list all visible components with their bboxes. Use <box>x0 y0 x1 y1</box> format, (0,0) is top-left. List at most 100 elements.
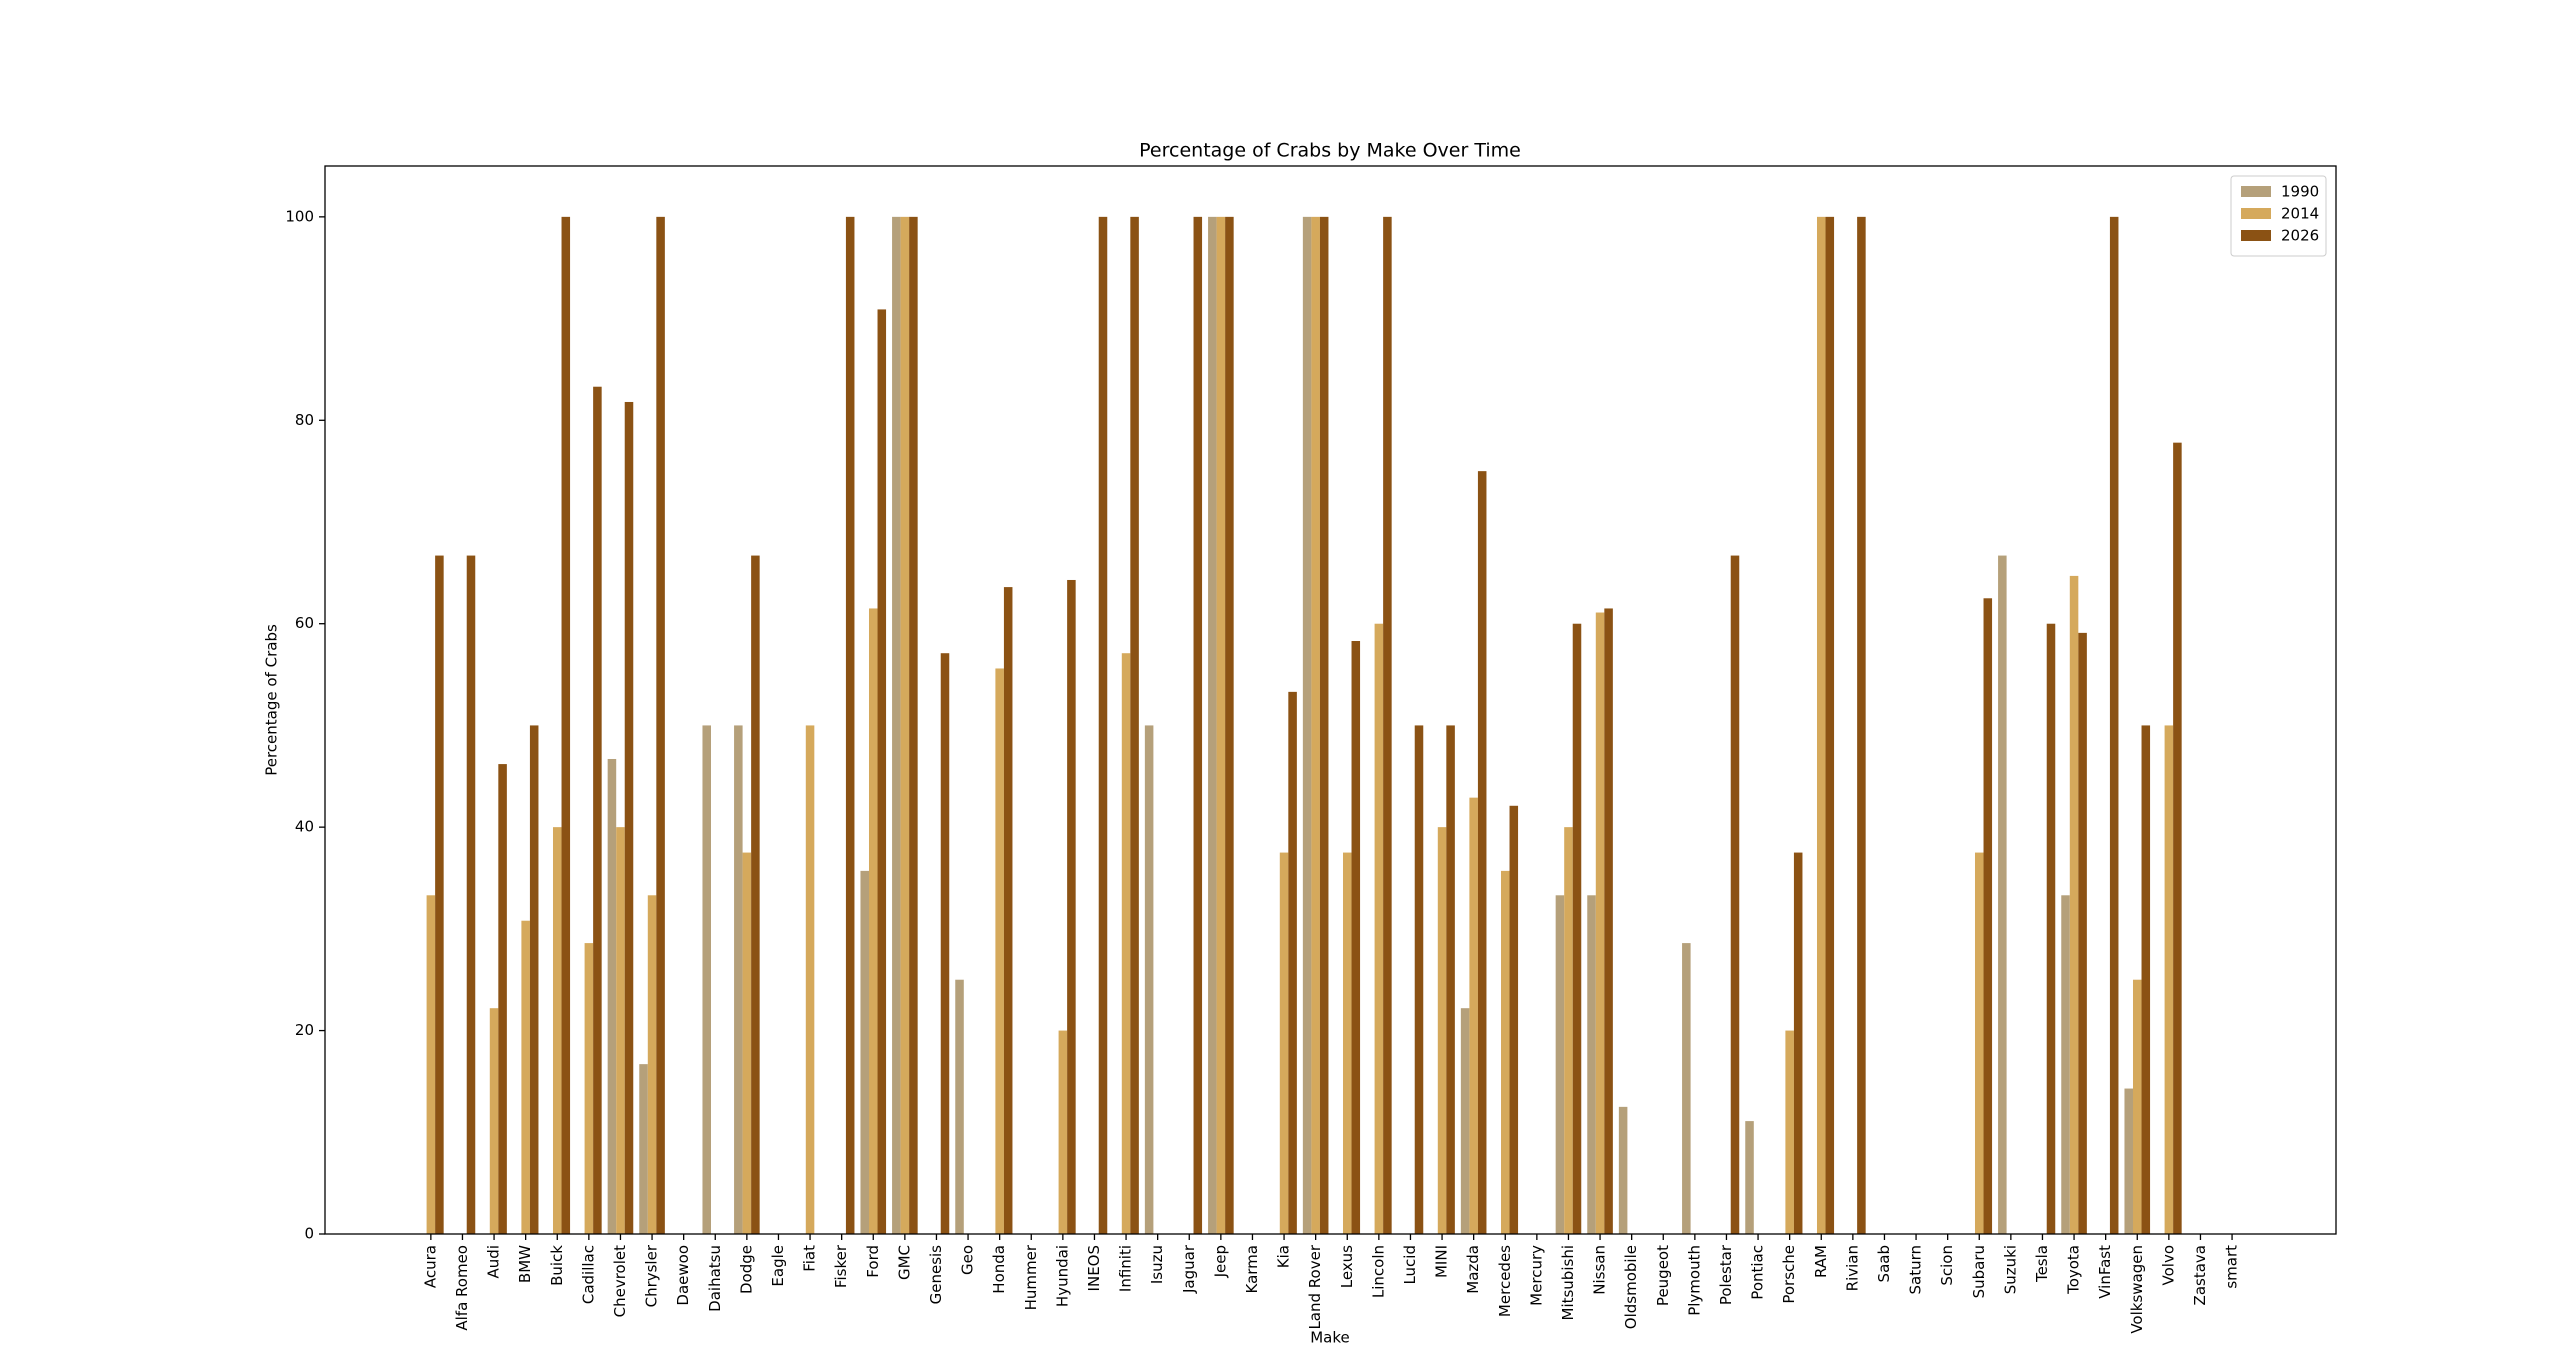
bar <box>702 725 711 1234</box>
bar <box>607 758 617 1234</box>
x-tick-label: Plymouth <box>1685 1245 1703 1316</box>
bar <box>1572 623 1582 1234</box>
x-tick-label: Hummer <box>1022 1244 1040 1310</box>
x-tick-label: Eagle <box>769 1245 787 1287</box>
bar <box>940 653 950 1234</box>
bar <box>1216 216 1226 1234</box>
x-tick-label: RAM <box>1812 1245 1830 1278</box>
y-tick-label: 20 <box>295 1021 314 1039</box>
x-tick-label: Alfa Romeo <box>453 1245 471 1331</box>
x-tick-label: Suzuki <box>2001 1245 2019 1294</box>
bar <box>1383 216 1392 1234</box>
bar <box>1509 805 1519 1234</box>
bar <box>2046 623 2056 1234</box>
x-tick-label: Kia <box>1275 1245 1293 1268</box>
bar <box>1058 1030 1068 1234</box>
x-tick-label: Cadillac <box>579 1245 597 1304</box>
bar <box>529 725 539 1234</box>
legend-swatch <box>2241 186 2271 197</box>
bar <box>1793 852 1803 1234</box>
bar <box>2164 725 2174 1234</box>
bar <box>845 216 855 1234</box>
bar <box>860 870 869 1234</box>
x-tick-label: INEOS <box>1085 1245 1103 1291</box>
bar <box>751 555 760 1234</box>
x-tick-label: Genesis <box>927 1245 945 1305</box>
bar <box>1587 895 1596 1234</box>
bar <box>1225 216 1234 1234</box>
bar <box>1604 608 1613 1234</box>
bar <box>2124 1088 2133 1234</box>
x-tick-label: Mazda <box>1464 1245 1482 1294</box>
plot-frame <box>324 165 2337 1235</box>
x-tick-label: Jeep <box>1211 1245 1229 1278</box>
bar <box>1730 555 1740 1234</box>
x-tick-label: Chrysler <box>643 1244 661 1307</box>
x-tick-label: Dodge <box>737 1245 755 1294</box>
x-tick-label: Ford <box>864 1245 882 1278</box>
legend-label: 2014 <box>2281 205 2319 223</box>
bar <box>1279 852 1289 1234</box>
bar <box>1414 725 1424 1234</box>
bar <box>1974 852 1984 1234</box>
y-tick-label: 80 <box>295 411 314 429</box>
x-tick-label: Mitsubishi <box>1559 1245 1577 1321</box>
bar <box>647 895 657 1234</box>
bar <box>1618 1106 1628 1234</box>
bar <box>2173 442 2182 1235</box>
bar <box>1067 579 1076 1234</box>
x-tick-label: Hyundai <box>1053 1245 1071 1307</box>
bar <box>1288 691 1297 1234</box>
bar <box>1564 827 1573 1234</box>
chart-title: Percentage of Crabs by Make Over Time <box>1139 140 1521 162</box>
bar <box>552 827 562 1234</box>
x-tick-label: Isuzu <box>1148 1245 1166 1284</box>
x-tick-label: Mercedes <box>1496 1245 1514 1317</box>
y-tick-label: 100 <box>285 207 314 225</box>
x-tick-label: Daewoo <box>674 1245 692 1306</box>
bar <box>593 386 602 1235</box>
bar <box>2061 895 2070 1234</box>
x-tick-label: Chevrolet <box>611 1245 629 1317</box>
bar <box>466 555 476 1234</box>
bar <box>1374 623 1384 1234</box>
bar <box>2078 632 2087 1234</box>
x-tick-label: VinFast <box>2096 1245 2114 1299</box>
x-tick-label: Lincoln <box>1369 1245 1387 1298</box>
x-tick-label: Karma <box>1243 1245 1261 1293</box>
y-axis-label: Percentage of Crabs <box>263 624 281 776</box>
x-tick-label: Saab <box>1875 1245 1893 1282</box>
bar <box>1816 216 1826 1234</box>
x-tick-label: BMW <box>516 1245 534 1283</box>
x-tick-label: Buick <box>548 1245 566 1286</box>
bar <box>1983 598 1993 1234</box>
x-tick-label: Subaru <box>1970 1245 1988 1298</box>
bar <box>1555 895 1565 1234</box>
x-tick-label: Porsche <box>1780 1245 1798 1304</box>
bar <box>498 764 507 1234</box>
bar <box>2141 725 2151 1234</box>
bar <box>1003 587 1013 1234</box>
bar <box>1208 216 1217 1234</box>
bar <box>1342 852 1352 1234</box>
legend-label: 2026 <box>2281 227 2319 245</box>
x-tick-label: Honda <box>990 1245 1008 1294</box>
bar <box>1785 1030 1794 1234</box>
bar <box>1144 725 1154 1234</box>
legend-label: 1990 <box>2281 183 2319 201</box>
bar <box>561 216 571 1234</box>
bar <box>1477 471 1487 1235</box>
x-tick-label: Lucid <box>1401 1245 1419 1285</box>
bar <box>656 216 665 1234</box>
bar <box>742 852 752 1234</box>
bar <box>995 668 1004 1234</box>
bar <box>521 920 530 1234</box>
bar <box>426 895 436 1234</box>
bar <box>734 725 743 1234</box>
x-tick-label: Zastava <box>2191 1245 2209 1305</box>
x-tick-label: Toyota <box>2065 1245 2083 1295</box>
bar <box>1500 870 1510 1234</box>
x-tick-label: Oldsmobile <box>1622 1245 1640 1329</box>
x-tick-label: Pontiac <box>1749 1245 1767 1300</box>
